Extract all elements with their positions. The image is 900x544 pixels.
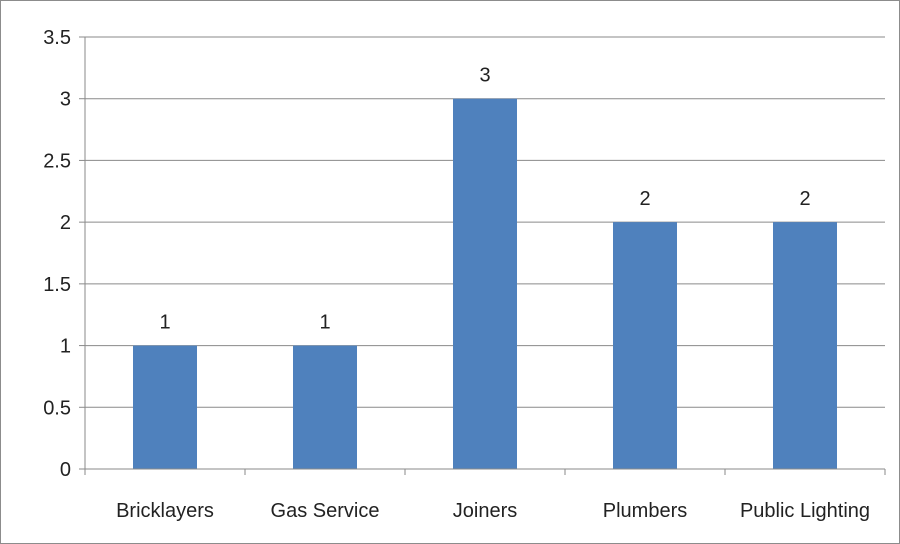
bar-gas-service [293,345,357,469]
x-category-label: Plumbers [603,500,687,522]
x-axis-category-labels: Bricklayers Gas Service Joiners Plumbers Pub… [116,500,870,522]
data-label: 3 [479,65,490,87]
data-label: 2 [639,188,650,210]
bar-public-lighting [773,222,837,469]
bars [133,98,837,469]
data-label: 1 [319,312,330,334]
x-category-label: Joiners [453,500,517,522]
axes [84,37,886,475]
bar-joiners [453,98,517,469]
x-category-label: Public Lighting [740,500,870,522]
y-tick-label: 2.5 [43,150,71,172]
y-tick-label: 3 [60,89,71,111]
x-category-label: Gas Service [271,500,380,522]
bar-bricklayers [133,345,197,469]
data-label: 1 [159,312,170,334]
y-tick-label: 1.5 [43,274,71,296]
y-tick-label: 0.5 [43,397,71,419]
y-tick-label: 2 [60,212,71,234]
x-category-label: Bricklayers [116,500,214,522]
y-axis-tick-labels: 0 0.5 1 1.5 2 2.5 3 3.5 [43,27,71,481]
y-tick-label: 3.5 [43,27,71,49]
data-labels: 1 1 3 2 2 [159,65,810,334]
y-tick-label: 0 [60,459,71,481]
bar-plumbers [613,222,677,469]
data-label: 2 [799,188,810,210]
y-tick-label: 1 [60,336,71,358]
